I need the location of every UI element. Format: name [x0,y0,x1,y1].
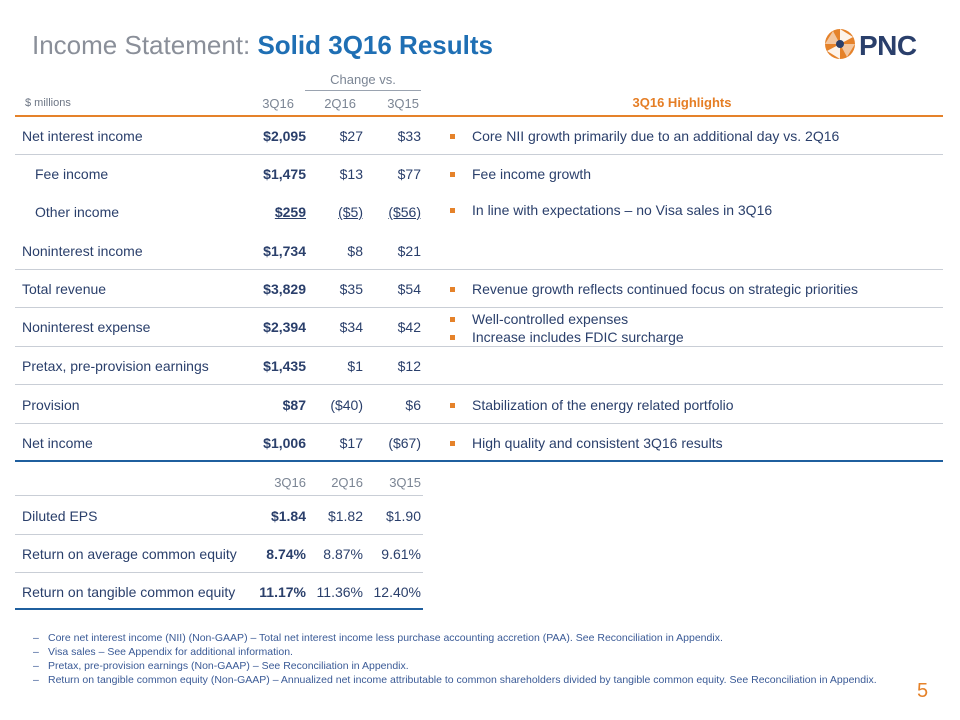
row-value-2q16: $8 [347,243,363,259]
row-value-3q16: $2,095 [263,128,306,144]
row-value-3q15: $33 [397,128,421,144]
ratios-col-header-3q16: 3Q16 [274,475,306,490]
row-value-3q15: $12 [397,358,421,374]
units-label: $ millions [25,97,71,109]
highlight-bullet: Revenue growth reflects continued focus … [450,281,858,297]
row-divider [15,154,943,155]
row-value-3q16: $3,829 [263,281,306,297]
highlight-bullet: Core NII growth primarily due to an addi… [449,128,840,144]
row-value-3q16: $87 [282,397,306,413]
footnote-dash: – [33,674,39,686]
highlight-bullet: Fee income growth [449,166,592,182]
col-header-3q16: 3Q16 [262,96,294,111]
page-number: 5 [917,680,929,702]
row-divider [15,346,943,347]
footnote-text: Core net interest income (NII) (Non-GAAP… [48,632,723,644]
row-value-3q16: $2,394 [263,319,306,335]
pnc-logo: PNC [823,27,933,65]
underlined-value: ($5) [338,204,363,220]
ratio-label-rotce: Return on tangible common equity [22,584,236,600]
row-value-2q16: $34 [339,319,363,335]
row-value-3q16: $1,734 [263,243,306,259]
underlined-value: $259 [274,204,306,220]
pnc-pinwheel-icon [825,29,855,59]
row-divider [15,384,943,385]
page-title-bold: Solid 3Q16 Results [257,30,493,60]
ratio-value-3q16: $1.84 [270,508,306,524]
row-value-3q15: $54 [397,281,421,297]
row-divider [15,534,423,535]
ratio-label-roce: Return on average common equity [22,546,237,562]
row-value-3q15: $6 [405,397,421,413]
row-value-2q16: ($5) [305,204,363,220]
row-value-3q16: $1,006 [263,435,306,451]
row-label-net-income: Net income [22,435,93,451]
row-value-3q16: $1,475 [263,166,306,182]
row-value-2q16: $27 [339,128,363,144]
ratios-bottom-divider [15,608,423,610]
page-title-plain: Income Statement: [32,30,258,60]
row-label-provision: Provision [22,397,80,413]
ratios-header-divider [15,495,423,496]
row-value-2q16: $1 [347,358,363,374]
highlight-bullet: Increase includes FDIC surcharge [450,329,684,345]
footnote-text: Visa sales – See Appendix for additional… [48,646,293,658]
row-label-total-revenue: Total revenue [22,281,107,297]
footnote-dash: – [33,632,39,644]
ratios-col-header-2q16: 2Q16 [331,475,363,490]
col-header-2q16: 2Q16 [324,96,356,111]
row-value-2q16: $17 [339,435,363,451]
highlight-bullet: Well-controlled expenses [449,311,629,327]
ratio-value-3q16: 8.74% [266,546,306,562]
change-vs-divider [305,90,421,91]
row-value-2q16: ($40) [330,397,363,413]
footnote-text: Pretax, pre-provision earnings (Non-GAAP… [48,660,409,672]
ratios-col-header-3q15: 3Q15 [389,475,421,490]
footnote-dash: – [33,660,39,672]
change-vs-label: Change vs. [330,72,396,87]
row-value-3q15: $42 [397,319,421,335]
ratio-value-3q15: 12.40% [373,584,421,600]
ratio-value-3q15: 9.61% [381,546,421,562]
ratio-value-3q16: 11.17% [259,584,306,600]
header-divider [15,115,943,117]
highlight-bullet: In line with expectations – no Visa sale… [449,202,773,218]
row-divider [15,307,943,308]
row-value-3q15: $77 [397,166,421,182]
row-label-noninterest-income: Noninterest income [22,243,143,259]
row-value-2q16: $35 [339,281,363,297]
footnote-text: Return on tangible common equity (Non-GA… [48,674,877,686]
row-label-net-interest-income: Net interest income [22,128,143,144]
row-value-3q16: $1,435 [263,358,306,374]
ratio-value-3q15: $1.90 [385,508,421,524]
ratio-value-2q16: 8.87% [323,546,363,562]
row-label-noninterest-expense: Noninterest expense [22,319,151,335]
col-header-3q15: 3Q15 [387,96,419,111]
page-title: Income Statement: Solid 3Q16 Results [32,30,493,61]
row-value-3q15: $21 [397,243,421,259]
row-value-3q15: ($56) [364,204,421,220]
row-value-2q16: $13 [339,166,363,182]
highlight-bullet: High quality and consistent 3Q16 results [450,435,723,451]
highlight-bullet: Stabilization of the energy related port… [450,397,734,413]
row-divider [15,269,943,270]
row-value-3q16: $259 [226,204,306,220]
row-label-fee-income: Fee income [35,166,109,182]
underlined-value: ($56) [388,204,421,220]
ratio-value-2q16: 11.36% [316,584,363,600]
row-value-3q15: ($67) [388,435,421,451]
ratio-value-2q16: $1.82 [327,508,363,524]
footnote-dash: – [33,646,39,658]
highlights-header: 3Q16 Highlights [632,95,732,110]
table-bottom-divider [15,460,943,462]
row-label-pretax-earnings: Pretax, pre-provision earnings [22,358,209,374]
pnc-logo-text: PNC [859,30,917,61]
row-divider [15,572,423,573]
row-label-other-income: Other income [35,204,120,220]
ratio-label-diluted-eps: Diluted EPS [22,508,98,524]
row-divider [15,423,943,424]
